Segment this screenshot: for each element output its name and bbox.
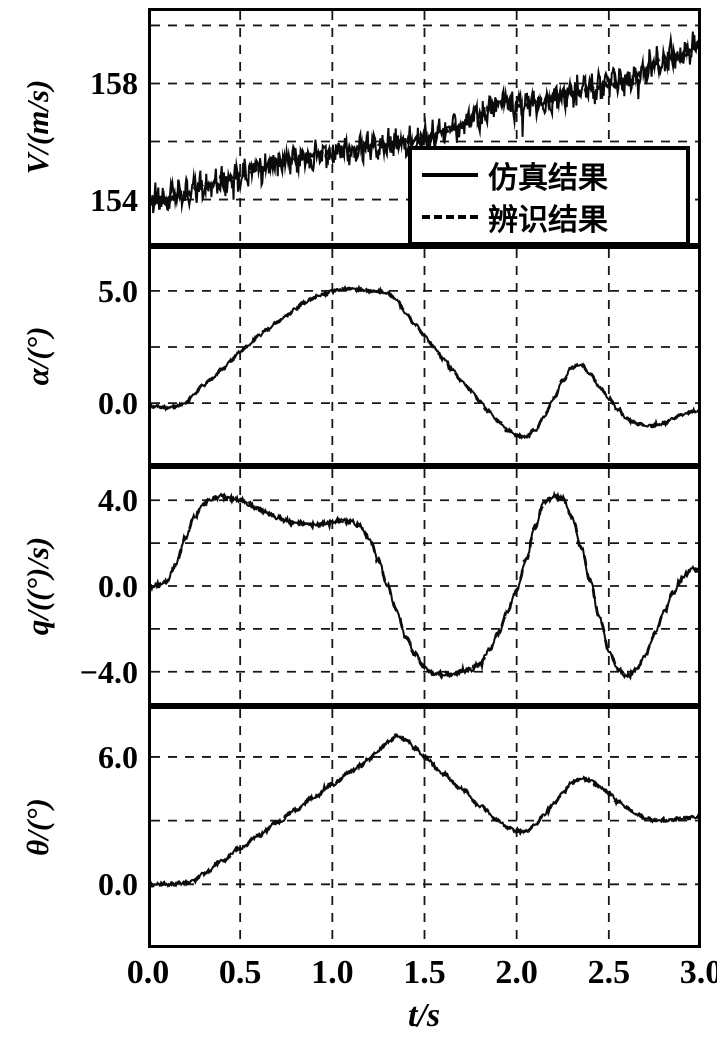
ytick-label: 0.0 — [98, 385, 138, 422]
xtick-label: 0.5 — [218, 954, 262, 991]
ytick-label: 5.0 — [98, 272, 138, 309]
legend-item-simulation: 仿真结果 — [422, 156, 676, 195]
legend-label: 仿真结果 — [488, 162, 608, 195]
ytick-label: 4.0 — [98, 482, 138, 519]
solid-line-sample-icon — [422, 173, 478, 177]
ytick-label: 158 — [90, 65, 138, 102]
xtick-label: 2.0 — [495, 954, 538, 991]
xtick-label: 1.5 — [403, 954, 446, 991]
x-axis-label: t/s — [407, 997, 441, 1034]
angle-of-attack-plot — [0, 246, 717, 466]
xtick-label: 1.0 — [311, 954, 354, 991]
pitch-rate-plot — [0, 466, 717, 706]
xtick-label: 0.0 — [126, 954, 170, 991]
pitch-angle-plot — [0, 706, 717, 948]
legend-label: 辨识结果 — [488, 204, 608, 237]
legend-item-identification: 辨识结果 — [422, 198, 676, 237]
xtick-label: 3.0 — [679, 954, 717, 991]
ytick-label: 0.0 — [98, 568, 138, 604]
dashed-line-sample-icon — [422, 215, 478, 219]
ytick-label: 0.0 — [98, 866, 138, 903]
ytick-label: −4.0 — [79, 653, 138, 690]
legend: 仿真结果 辨识结果 — [408, 146, 690, 246]
xtick-label: 2.5 — [587, 954, 631, 991]
ytick-label: 154 — [90, 181, 138, 218]
ytick-label: 6.0 — [98, 738, 138, 775]
